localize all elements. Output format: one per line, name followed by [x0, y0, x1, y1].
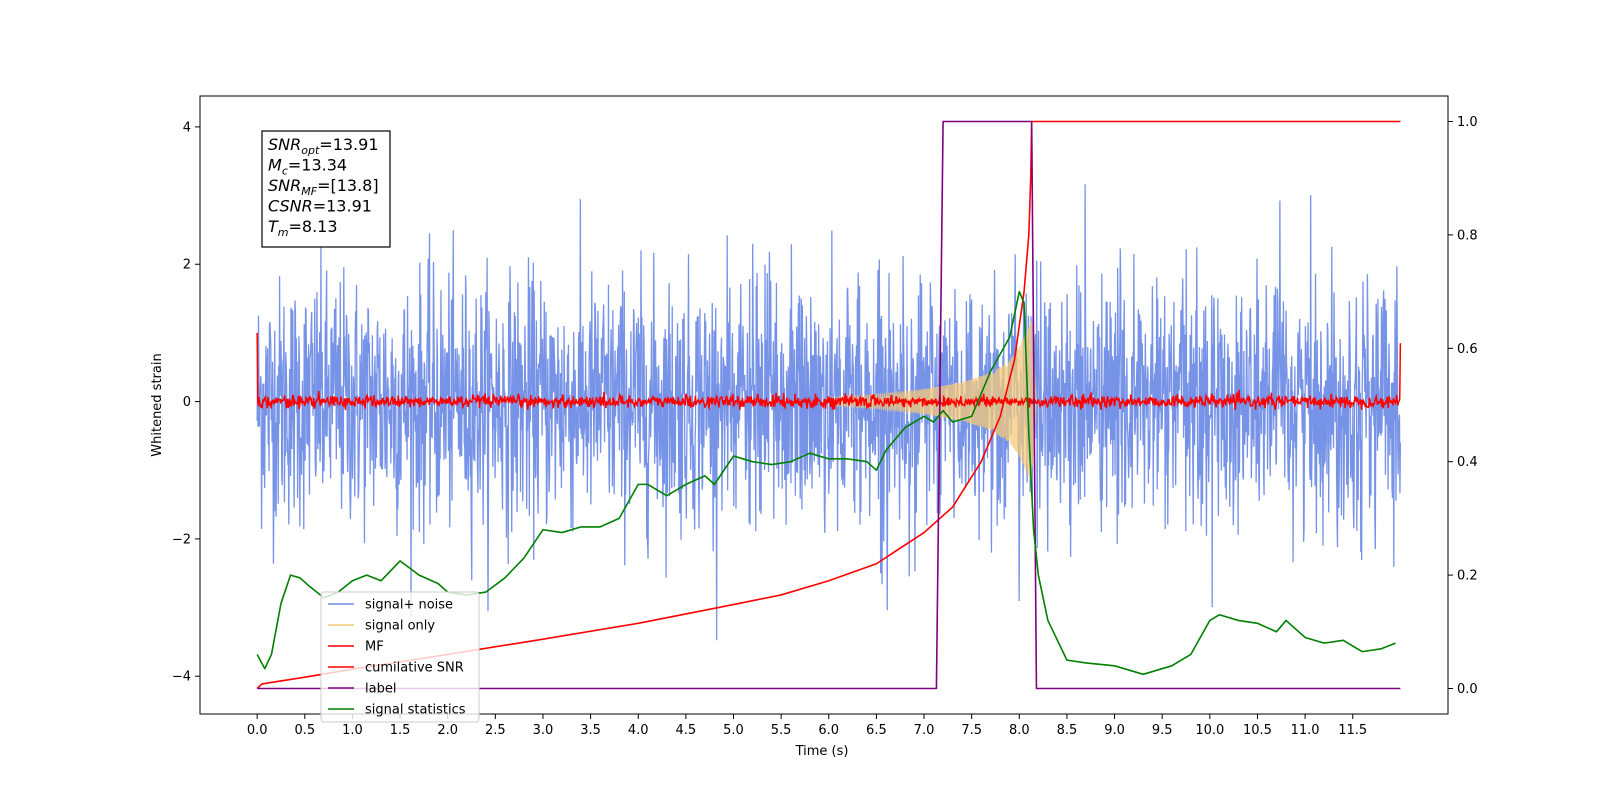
x-tick-label: 11.5 [1338, 723, 1367, 738]
y2-tick-label: 0.8 [1457, 228, 1478, 243]
x-tick-label: 6.0 [818, 723, 839, 738]
x-tick-label: 6.5 [866, 723, 887, 738]
x-tick-label: 10.5 [1243, 723, 1272, 738]
stats-annotation: SNRopt=13.91Mc=13.34SNRMF=[13.8]CSNR=13.… [261, 130, 391, 248]
annotation-line: CSNR=13.91 [268, 197, 372, 216]
x-tick-label: 9.0 [1104, 723, 1125, 738]
x-tick-label: 5.0 [723, 723, 744, 738]
y-tick-label: 4 [183, 120, 191, 135]
y2-tick-label: 0.0 [1457, 682, 1478, 697]
annotation-box [261, 130, 391, 248]
legend-entry: signal statistics [365, 703, 466, 718]
right-axis: 0.0 0.2 0.4 0.6 0.8 1.0 [1448, 115, 1478, 697]
x-tick-label: 7.5 [961, 723, 982, 738]
x-tick-label: 11.0 [1291, 723, 1320, 738]
annotation-line: SNRopt=13.91 [268, 135, 379, 157]
y-tick-label: 0 [183, 395, 191, 410]
x-tick-label: 4.5 [676, 723, 697, 738]
legend-box [320, 591, 480, 723]
series-mf-line [256, 332, 1402, 411]
y-tick-label: 2 [183, 258, 191, 273]
series-signal-noise-line [256, 184, 1402, 641]
series-signal-statistics-line [256, 290, 1396, 676]
x-tick-label: 2.0 [437, 723, 458, 738]
y2-tick-label: 1.0 [1457, 115, 1478, 130]
left-axis: −4 −2 0 2 4 [172, 120, 200, 685]
y-axis-label: Whitened strain [150, 353, 165, 456]
x-tick-label: 3.0 [533, 723, 554, 738]
x-tick-label: 1.5 [390, 723, 411, 738]
y-tick-label: −4 [172, 670, 191, 685]
y-tick-label: −2 [172, 532, 191, 547]
y2-tick-label: 0.4 [1457, 455, 1478, 470]
x-tick-label: 0.5 [294, 723, 315, 738]
x-tick-label: 7.0 [914, 723, 935, 738]
legend-entry: cumilative SNR [365, 661, 464, 676]
legend-entry: MF [365, 640, 384, 655]
y2-tick-label: 0.2 [1457, 569, 1478, 584]
annotation-line: SNRMF=[13.8] [268, 176, 379, 198]
y2-tick-label: 0.6 [1457, 342, 1478, 357]
x-tick-label: 10.0 [1195, 723, 1224, 738]
x-tick-label: 4.0 [628, 723, 649, 738]
x-tick-label: 8.0 [1009, 723, 1030, 738]
annotation-line: Tm=8.13 [268, 217, 338, 239]
legend-entry: signal only [365, 619, 435, 634]
legend-entry: label [365, 682, 396, 697]
x-tick-label: 0.0 [247, 723, 268, 738]
x-tick-label: 3.5 [580, 723, 601, 738]
legend: signal+ noise signal only MF cumilative SNR… [320, 591, 480, 723]
series-label-line [257, 120, 1401, 690]
legend-entry: signal+ noise [365, 598, 453, 613]
x-tick-label: 1.0 [342, 723, 363, 738]
x-tick-label: 5.5 [771, 723, 792, 738]
bottom-axis: 0.0 0.5 1.0 1.5 2.0 2.5 3.0 3.5 4.0 4.5 5.0 5.5 6.0 6… [247, 714, 1367, 738]
x-tick-label: 8.5 [1057, 723, 1078, 738]
plot-frame [199, 95, 1449, 715]
x-axis-label: Time (s) [795, 744, 849, 759]
annotation-line: Mc=13.34 [268, 156, 347, 178]
x-tick-label: 9.5 [1152, 723, 1173, 738]
x-tick-label: 2.5 [485, 723, 506, 738]
